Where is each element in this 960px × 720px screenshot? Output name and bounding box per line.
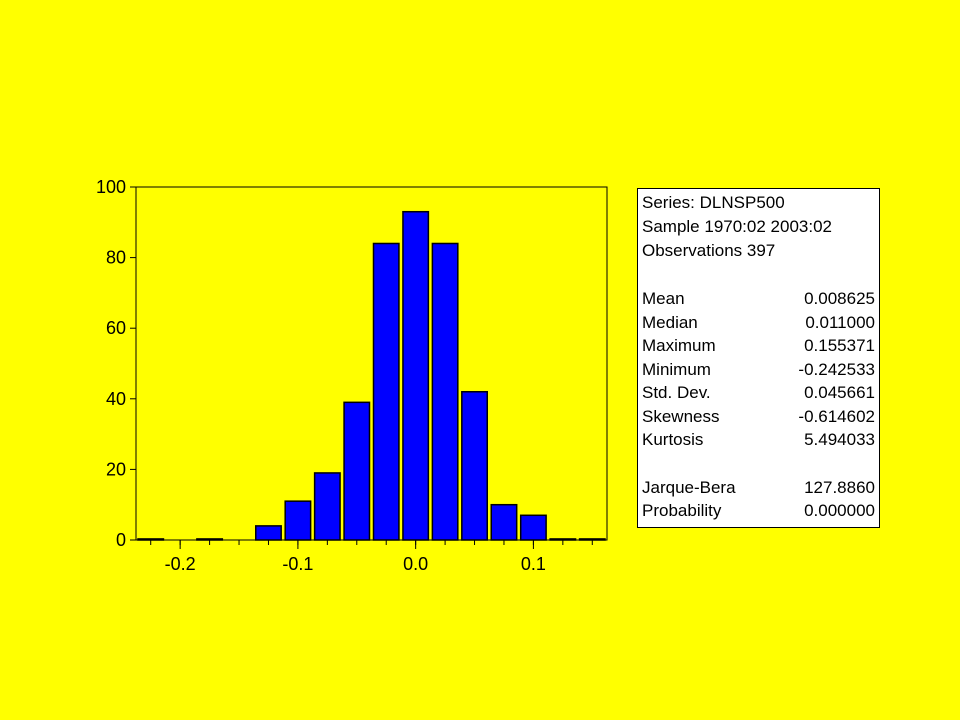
stat-row: Median 0.011000 bbox=[642, 311, 877, 335]
stat-value: 0.008625 bbox=[804, 289, 875, 308]
stat-row: Mean 0.008625 bbox=[642, 287, 877, 311]
x-tick-label: 0.1 bbox=[521, 554, 546, 574]
stat-row: Kurtosis 5.494033 bbox=[642, 428, 877, 452]
stat-value: 0.045661 bbox=[804, 383, 875, 402]
test-stat-row: Probability 0.000000 bbox=[642, 499, 877, 523]
histogram-bar bbox=[549, 538, 577, 541]
x-tick-label: -0.2 bbox=[165, 554, 196, 574]
stat-row: Maximum 0.155371 bbox=[642, 334, 877, 358]
stat-row: Minimum -0.242533 bbox=[642, 358, 877, 382]
stat-label: Minimum bbox=[642, 359, 711, 379]
stat-label: Maximum bbox=[642, 336, 716, 355]
stat-value: 0.011000 bbox=[805, 312, 875, 332]
test-stat-value: 0.000000 bbox=[804, 501, 875, 520]
stat-label: Std. Dev. bbox=[642, 383, 711, 402]
test-stat-label: Jarque-Bera bbox=[642, 477, 736, 497]
histogram-bar bbox=[255, 525, 282, 541]
x-tick-label: -0.1 bbox=[282, 554, 313, 574]
histogram-bar bbox=[490, 503, 518, 541]
histogram-bar bbox=[343, 401, 371, 541]
stat-value: 5.494033 bbox=[804, 430, 875, 449]
stat-label: Mean bbox=[642, 289, 685, 308]
stat-row: Skewness -0.614602 bbox=[642, 405, 877, 429]
x-tick-label: 0.0 bbox=[403, 554, 428, 574]
histogram-bar bbox=[461, 390, 488, 541]
y-tick-label: 60 bbox=[106, 318, 126, 338]
histogram-bar bbox=[196, 538, 224, 541]
plot-frame bbox=[135, 186, 608, 541]
sample-range: Sample 1970:02 2003:02 bbox=[642, 217, 832, 236]
stat-row: Std. Dev. 0.045661 bbox=[642, 381, 877, 405]
stat-label: Median bbox=[642, 312, 698, 332]
y-tick-label: 20 bbox=[106, 459, 126, 479]
test-stat-label: Probability bbox=[642, 501, 722, 520]
histogram-bar bbox=[284, 500, 312, 541]
histogram-bar bbox=[313, 472, 341, 541]
test-stat-value: 127.8860 bbox=[804, 477, 875, 497]
observations-count: Observations 397 bbox=[642, 241, 776, 260]
y-tick-label: 0 bbox=[116, 530, 126, 550]
stat-value: -0.242533 bbox=[798, 359, 875, 379]
stat-label: Kurtosis bbox=[642, 430, 704, 449]
histogram-bar bbox=[519, 514, 547, 541]
histogram-bar bbox=[137, 538, 165, 541]
y-tick-label: 80 bbox=[106, 248, 126, 268]
histogram-bar bbox=[372, 242, 400, 541]
stat-value: -0.614602 bbox=[798, 406, 875, 426]
descriptive-stats-box: Series: DLNSP500 Sample 1970:02 2003:02 … bbox=[637, 188, 880, 528]
stat-label: Skewness bbox=[642, 406, 720, 426]
test-stat-row: Jarque-Bera 127.8860 bbox=[642, 476, 877, 500]
histogram-bar bbox=[578, 538, 606, 541]
histogram-bar bbox=[402, 210, 430, 541]
series-name: Series: DLNSP500 bbox=[642, 193, 785, 212]
y-tick-label: 100 bbox=[96, 177, 126, 197]
histogram-bar bbox=[431, 242, 459, 541]
y-tick-label: 40 bbox=[106, 389, 126, 409]
stat-value: 0.155371 bbox=[804, 336, 875, 355]
